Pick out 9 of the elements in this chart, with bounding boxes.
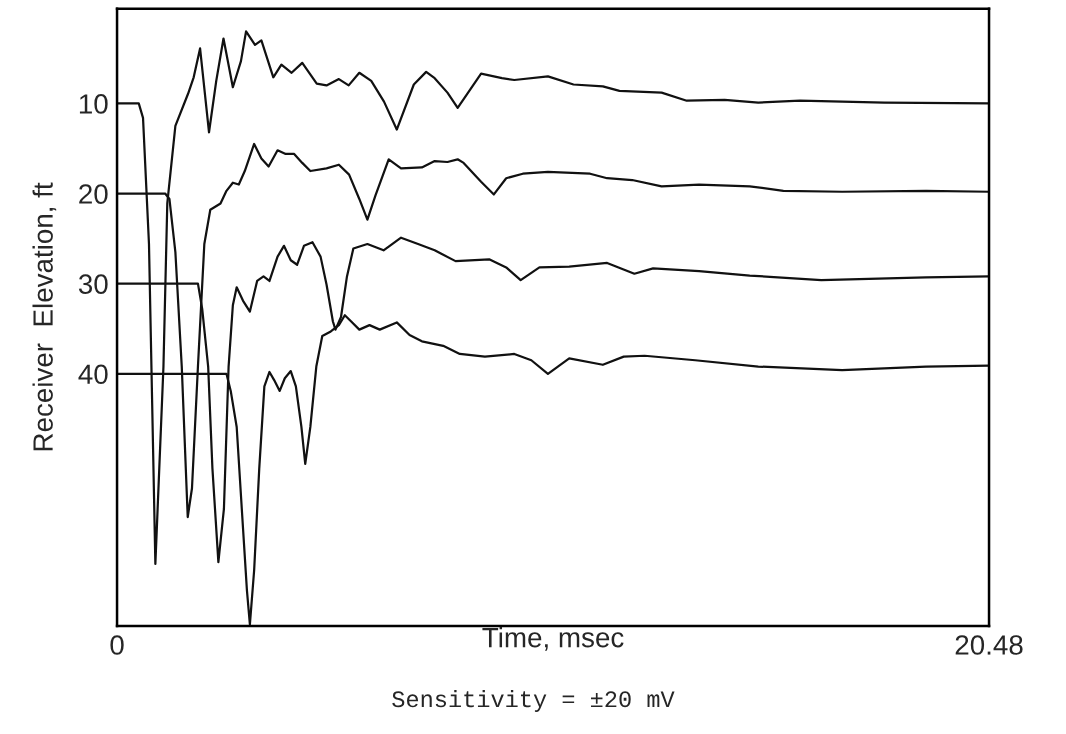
x-tick-label: 20.48 xyxy=(955,635,1023,655)
x-tick-label: 0 xyxy=(110,635,124,655)
y-tick-label: 30 xyxy=(78,274,108,294)
y-tick-label: 40 xyxy=(78,364,108,385)
y-tick-label: 10 xyxy=(79,94,108,114)
y-axis-title: Receiver Elevation, ft xyxy=(32,182,57,451)
text: Sensitivity = ±20 mV xyxy=(392,689,675,712)
y-tick-label: 20 xyxy=(79,184,108,204)
x-axis-title: Time, msec xyxy=(482,627,624,651)
